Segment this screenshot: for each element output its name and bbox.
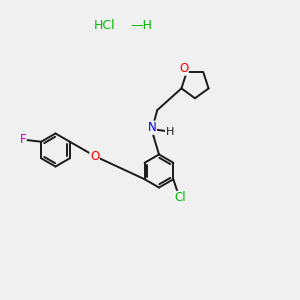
Text: N: N xyxy=(148,121,156,134)
Text: O: O xyxy=(90,149,99,163)
Text: —H: —H xyxy=(130,19,152,32)
Text: HCl: HCl xyxy=(94,19,116,32)
Text: F: F xyxy=(20,134,26,146)
Text: H: H xyxy=(166,127,174,137)
Text: Cl: Cl xyxy=(174,191,186,204)
Text: O: O xyxy=(179,62,188,75)
